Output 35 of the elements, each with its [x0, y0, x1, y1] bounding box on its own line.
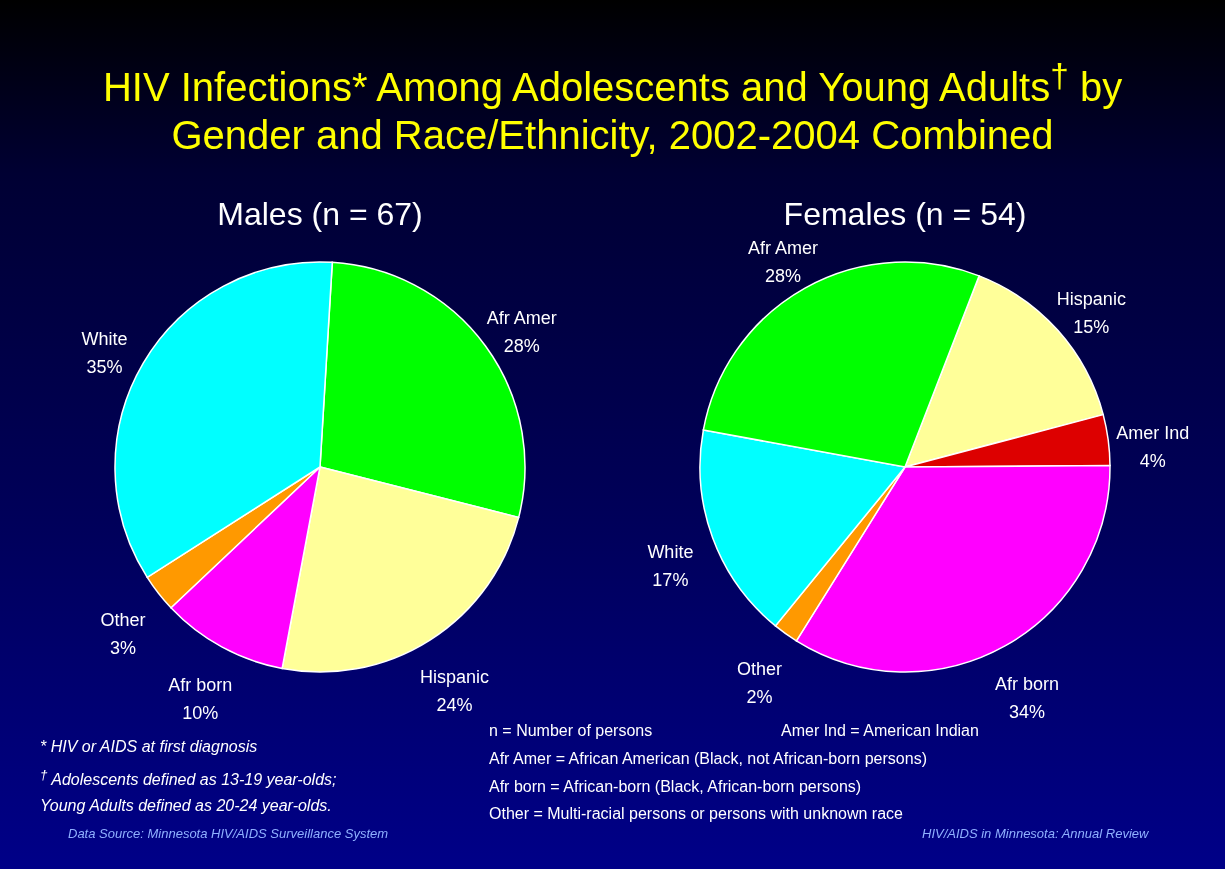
slice-label: Afr born	[168, 675, 233, 696]
slice-label: Afr Amer	[486, 308, 557, 329]
text: Amer Ind = American Indian	[781, 722, 979, 740]
slice-label: Hispanic	[420, 666, 490, 687]
data-label: 34%	[1008, 702, 1045, 723]
text: Other = Multi-racial persons or persons with unknown race	[489, 805, 903, 823]
chart-subtitle: Females (n = 54)	[782, 196, 1028, 233]
data-label: 15%	[1073, 317, 1110, 338]
slice-label: Afr Amer	[748, 237, 819, 258]
data-label: 3%	[109, 637, 136, 658]
data-label: 24%	[436, 694, 473, 715]
data-label: 17%	[652, 570, 689, 591]
chart-subtitle: Males (n = 67)	[216, 196, 424, 233]
text: $^{†}$ Adolescents defined as 13-19 year-olds;	[40, 767, 337, 790]
data-label: 4%	[1139, 450, 1166, 471]
source-note: Data Source: Minnesota HIV/AIDS Surveillance System	[68, 826, 389, 841]
slice-label: Other	[100, 609, 146, 630]
data-label: 10%	[182, 703, 219, 724]
data-label: 28%	[503, 336, 540, 357]
text: Young Adults defined as 20-24 year-olds.	[40, 797, 332, 815]
text: Afr Amer = African American (Black, not African-born persons)	[489, 750, 927, 768]
slice-label: Other	[736, 659, 782, 680]
text: Afr born = African-born (Black, African-born persons)	[489, 778, 862, 796]
data-label: 28%	[765, 265, 802, 286]
slice-label: White	[647, 542, 694, 563]
slice-label: Hispanic	[1056, 289, 1126, 310]
text: n = Number of persons	[489, 722, 653, 740]
data-label: 35%	[86, 357, 123, 378]
data-label: 2%	[746, 687, 773, 708]
chart-title: HIV Infections* Among Adolescents and Young Adults$^{†}$ by Gender and Race/Ethnicity, 2002-2004 Combined	[101, 56, 1124, 160]
slice-label: Amer Ind	[1116, 422, 1190, 443]
slice-label: Afr born	[994, 674, 1059, 695]
slice-label: White	[81, 329, 128, 350]
text: HIV/AIDS in Minnesota: Annual Review	[922, 826, 1149, 841]
text: * HIV or AIDS at first diagnosis	[40, 738, 258, 756]
